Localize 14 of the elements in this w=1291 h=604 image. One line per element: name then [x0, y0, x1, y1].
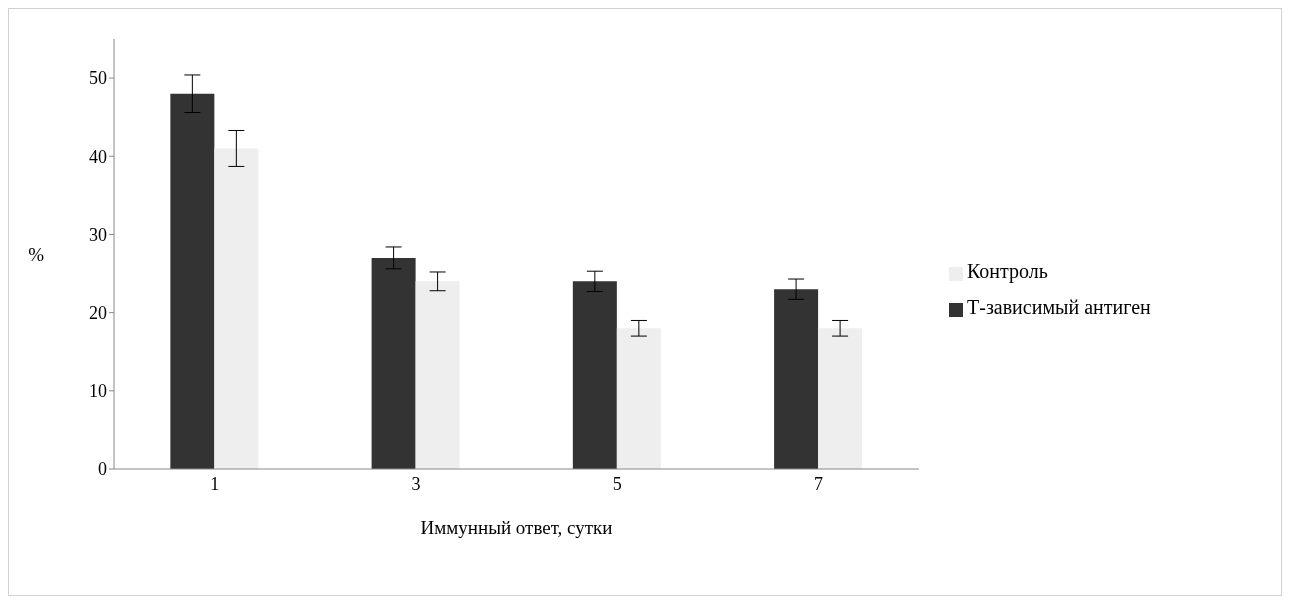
y-tick-label: 10 [89, 381, 107, 402]
y-axis-title: % [28, 243, 45, 265]
x-tick-label: 3 [411, 473, 421, 494]
y-tick-label: 50 [89, 68, 107, 89]
x-tick-label: 7 [813, 473, 823, 494]
y-tick-label: 20 [89, 303, 107, 324]
y-tick-label: 30 [89, 224, 107, 245]
legend-label: Т-зависимый антиген [967, 296, 1151, 318]
legend-label: Контроль [967, 260, 1048, 282]
x-tick-label: 5 [612, 473, 622, 494]
x-axis-title: Иммунный ответ, сутки [420, 517, 613, 538]
x-tick-label: 1 [210, 473, 220, 494]
y-tick-label: 40 [89, 146, 107, 167]
y-tick-label: 0 [98, 459, 107, 480]
